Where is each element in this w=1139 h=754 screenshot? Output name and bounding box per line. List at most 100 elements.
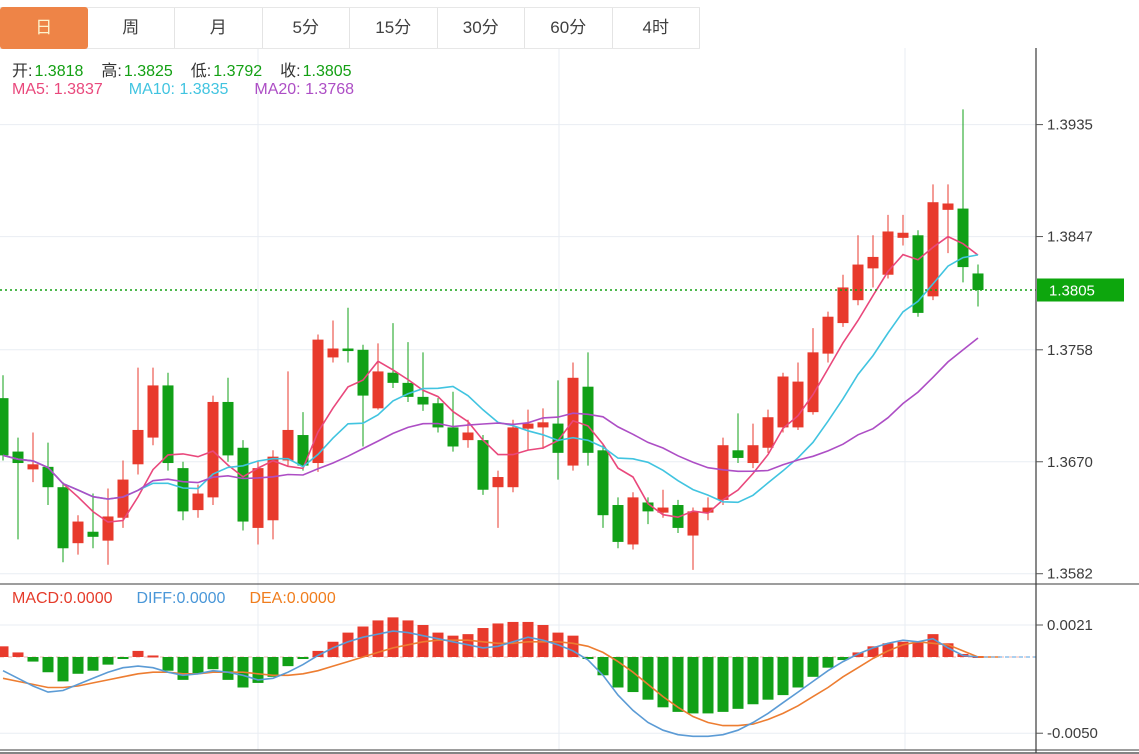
candle-body [822,316,834,354]
candle-body [42,466,54,488]
candle-body [417,396,429,405]
macd-bar [312,650,324,657]
macd-bar [132,650,144,657]
diff-line [2,630,979,738]
macd-bar [912,641,924,657]
ma5-readout: MA5: 1.3837 [12,81,103,98]
candle-body [402,382,414,397]
macd-bar [732,657,744,709]
interval-tabbar: 日 周 月 5分 15分 30分 60分 4时 [0,7,700,49]
candle-body [237,447,249,522]
ma10-line [2,254,979,504]
candle-body [267,456,279,521]
candle-body [72,521,84,544]
macd-bar [777,657,789,696]
macd-bar [387,617,399,657]
macd-bar [717,657,729,712]
ma20-readout: MA20: 1.3768 [254,81,355,98]
macd-bar [327,641,339,657]
candle-body [147,385,159,438]
macd-bar [177,657,189,680]
macd-bar [672,657,684,712]
macd-bar [57,657,69,682]
candle-body [222,401,234,456]
candle-body [882,231,894,275]
macd-bar [942,643,954,657]
candle-body [687,511,699,536]
candle-body [897,232,909,238]
candle-body [717,445,729,500]
current-price-badge [1037,278,1124,302]
candle-body [762,417,774,448]
candle-body [282,429,294,461]
macd-bar [372,620,384,657]
candle-body [867,256,879,269]
ma5-line [2,235,979,523]
open-value: 1.3818 [34,63,84,80]
close-label: 收: [280,63,301,80]
candle-body [0,398,9,456]
candle-body [852,264,864,301]
macd-bar [432,632,444,657]
dea-line [2,639,979,727]
price-tick-label: 1.3670 [1047,454,1093,471]
price-tick-label: 1.3758 [1047,342,1093,359]
candle-body [462,432,474,441]
candle-body [192,493,204,511]
macd-bar [837,657,849,661]
candle-body [642,502,654,512]
macd-bar [162,657,174,671]
candle-body [537,422,549,428]
tab-5min[interactable]: 5分 [262,8,350,48]
macd-bar [42,657,54,673]
macd-tick-label: 0.0021 [1047,617,1093,634]
current-price-badge-label: 1.3805 [1049,283,1095,300]
ma-readout: MA5: 1.3837 MA10: 1.3835 MA20: 1.3768 [12,81,380,99]
candle-body [582,386,594,453]
macd-bar [252,657,264,683]
high-label: 高: [101,63,122,80]
candle-body [342,348,354,352]
macd-tick-label: -0.0050 [1047,725,1098,742]
ma20-line [2,337,979,500]
macd-bar [102,657,114,665]
macd-bar [267,657,279,677]
macd-bar [282,657,294,667]
ohlc-readout: 开: 1.3818 高: 1.3825 低: 1.3792 收: 1.3805 [12,57,370,81]
macd-bar [627,657,639,693]
tab-15min[interactable]: 15分 [350,8,438,48]
tab-day[interactable]: 日 [0,7,88,49]
candle-body [87,531,99,537]
macd-bar [582,657,594,659]
candle-body [747,445,759,464]
tab-month[interactable]: 月 [175,8,263,48]
macd-bar [147,655,159,658]
macd-bar [342,632,354,657]
candle-body [432,403,444,428]
macd-bar [222,657,234,680]
candle-body [807,352,819,413]
tab-week[interactable]: 周 [87,8,175,48]
candle-body [117,479,129,518]
macd-bar [507,621,519,657]
macd-bar [417,624,429,657]
candle-body [327,348,339,358]
macd-bar [642,657,654,700]
candle-body [357,349,369,396]
tab-4hour[interactable]: 4时 [612,8,700,48]
macd-bar [0,646,9,657]
tab-60min[interactable]: 60分 [525,8,613,48]
macd-bar [762,657,774,700]
candle-body [912,235,924,313]
candle-body [777,376,789,428]
macd-bar [402,620,414,657]
candle-body [957,208,969,268]
macd-bar [822,657,834,668]
candle-body [972,273,984,290]
tab-30min[interactable]: 30分 [437,8,525,48]
macd-bar [522,621,534,657]
macd-bar [792,657,804,688]
macd-bar [612,657,624,688]
